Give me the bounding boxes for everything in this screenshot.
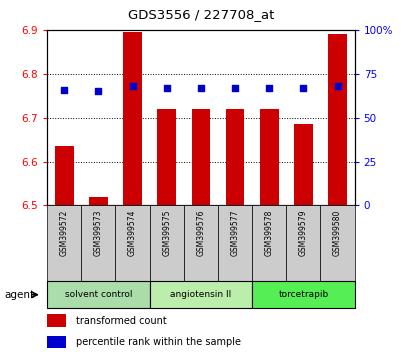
Text: GSM399573: GSM399573 (94, 209, 103, 256)
Text: GSM399577: GSM399577 (230, 209, 239, 256)
Bar (293, 124, 312, 205)
Text: angiotensin II: angiotensin II (170, 290, 231, 299)
Point (333, 83, 340, 89)
Bar (149, 205, 183, 281)
Bar (55, 146, 74, 205)
Text: agent: agent (4, 290, 34, 300)
Point (299, 85, 306, 91)
Text: GSM399576: GSM399576 (196, 209, 205, 256)
Text: GSM399580: GSM399580 (332, 209, 341, 256)
Bar (327, 34, 346, 205)
Bar (157, 109, 176, 205)
Text: GSM399572: GSM399572 (60, 209, 69, 256)
Text: GDS3556 / 227708_at: GDS3556 / 227708_at (127, 8, 274, 21)
Bar (89, 196, 108, 205)
Bar (123, 32, 142, 205)
Point (61, 87, 67, 92)
Point (231, 85, 238, 91)
Bar (285, 205, 320, 281)
Text: torcetrapib: torcetrapib (278, 290, 328, 299)
Bar (320, 205, 354, 281)
Point (129, 83, 135, 89)
Bar (218, 205, 252, 281)
Text: GSM399575: GSM399575 (162, 209, 171, 256)
Bar (191, 109, 210, 205)
Point (197, 85, 204, 91)
Bar (47, 314, 65, 327)
Text: GSM399579: GSM399579 (298, 209, 307, 256)
Point (163, 85, 170, 91)
Text: GSM399578: GSM399578 (264, 209, 273, 256)
Bar (259, 109, 278, 205)
Bar (225, 109, 244, 205)
Bar (47, 205, 81, 281)
Text: solvent control: solvent control (65, 290, 132, 299)
Point (265, 85, 272, 91)
Bar (149, 281, 252, 308)
Text: percentile rank within the sample: percentile rank within the sample (76, 337, 240, 347)
Bar (183, 205, 218, 281)
Text: GSM399574: GSM399574 (128, 209, 137, 256)
Bar (81, 205, 115, 281)
Bar (252, 205, 285, 281)
Bar (47, 336, 65, 348)
Bar (252, 281, 354, 308)
Bar (47, 281, 149, 308)
Text: transformed count: transformed count (76, 316, 166, 326)
Point (95, 88, 101, 94)
Bar (115, 205, 149, 281)
